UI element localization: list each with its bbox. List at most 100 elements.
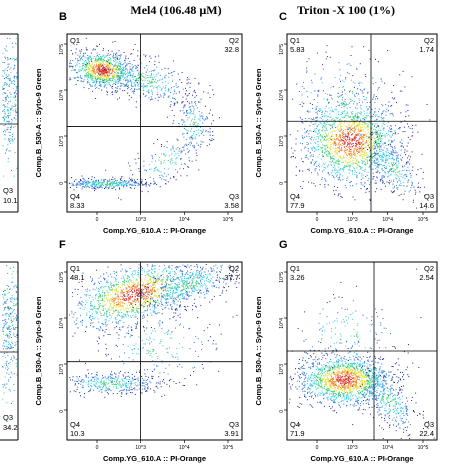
event-dot [9, 68, 11, 70]
event-dot [7, 288, 8, 290]
event-dot [372, 115, 374, 117]
event-dot [5, 116, 7, 118]
event-dot [379, 150, 381, 152]
event-dot [7, 346, 9, 348]
event-dot [307, 150, 309, 152]
event-dot [129, 70, 131, 72]
event-dot [14, 65, 16, 67]
event-dot [150, 291, 152, 292]
event-dot [15, 111, 17, 113]
event-dot [354, 82, 356, 84]
event-dot [101, 183, 103, 185]
event-dot [86, 69, 88, 71]
event-dot [173, 97, 175, 99]
event-dot [157, 170, 159, 172]
event-dot [176, 171, 178, 173]
event-dot [333, 111, 334, 113]
event-dot [106, 181, 108, 183]
event-dot [337, 95, 339, 97]
event-dot [185, 139, 187, 141]
event-dot [99, 84, 101, 86]
event-dot [173, 93, 175, 95]
event-dot [14, 76, 15, 78]
event-dot [165, 154, 167, 156]
event-dot [11, 308, 13, 310]
event-dot [321, 137, 323, 139]
event-dot [308, 136, 310, 138]
event-dot [191, 111, 193, 113]
event-dot [109, 184, 111, 186]
event-dot [77, 54, 79, 56]
event-dot [8, 347, 10, 349]
event-dot [111, 86, 112, 88]
event-dot [9, 92, 11, 94]
event-dot [8, 96, 9, 98]
event-dot [368, 138, 370, 140]
event-dot [359, 84, 361, 86]
event-dot [113, 57, 115, 58]
event-dot [5, 96, 7, 98]
event-dot [12, 133, 14, 135]
event-dot [80, 51, 82, 53]
event-dot [330, 95, 332, 97]
event-dot [361, 101, 363, 103]
event-dot [10, 96, 12, 98]
event-dot [109, 69, 111, 71]
event-dot [107, 71, 109, 73]
event-dot [175, 93, 177, 94]
event-dot [8, 341, 10, 343]
event-dot [102, 55, 104, 57]
event-dot [103, 62, 105, 64]
event-dot [144, 79, 146, 81]
event-dot [339, 175, 341, 177]
event-dot [12, 277, 14, 279]
event-dot [7, 121, 9, 122]
event-dot [169, 177, 171, 179]
event-dot [376, 177, 378, 179]
event-dot [102, 65, 104, 67]
event-dot [324, 126, 326, 128]
event-dot [7, 344, 9, 345]
event-dot [116, 56, 118, 58]
event-dot [362, 115, 364, 117]
event-dot [381, 176, 383, 178]
event-dot [146, 86, 148, 88]
event-dot [102, 81, 104, 83]
event-dot [185, 93, 187, 95]
event-dot [345, 78, 346, 80]
event-dot [360, 111, 362, 113]
event-dot [375, 153, 377, 155]
event-dot [3, 70, 5, 72]
event-dot [353, 130, 355, 132]
event-dot [383, 165, 385, 167]
event-dot [344, 129, 346, 131]
event-dot [348, 164, 350, 166]
event-dot [367, 129, 369, 131]
event-dot [360, 108, 362, 110]
event-dot [9, 390, 11, 392]
event-dot [405, 116, 407, 118]
event-dot [380, 188, 382, 190]
event-dot [113, 81, 115, 83]
event-dot [370, 158, 371, 160]
event-dot [90, 69, 92, 71]
event-dot [134, 286, 136, 287]
event-dot [343, 86, 345, 87]
event-dot [354, 115, 356, 117]
event-dot [172, 147, 174, 149]
event-dot [351, 124, 353, 126]
event-dot [117, 82, 119, 84]
event-dot [366, 159, 368, 161]
event-dot [181, 102, 183, 104]
event-dot [333, 130, 335, 132]
event-dot [16, 343, 18, 345]
event-dot [324, 148, 326, 150]
event-dot [81, 183, 83, 185]
event-dot [5, 300, 7, 302]
event-dot [168, 88, 169, 90]
event-dot [358, 141, 360, 143]
event-dot [357, 133, 359, 135]
event-dot [2, 53, 4, 55]
event-dot [174, 91, 176, 93]
event-dot [186, 132, 188, 134]
